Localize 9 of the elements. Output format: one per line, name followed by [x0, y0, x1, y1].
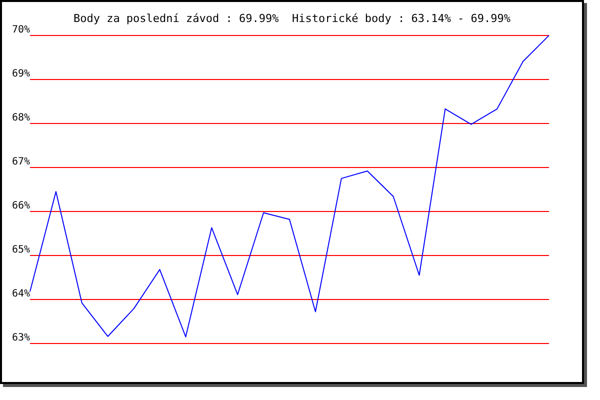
- y-tick-label: 64%: [12, 288, 30, 300]
- y-tick-label: 65%: [12, 244, 30, 256]
- y-tick-label: 66%: [12, 200, 30, 212]
- chart-title: Body za poslední závod : 69.99% Historické body : 63.14% - 69.99%: [73, 12, 511, 25]
- y-tick-label: 67%: [12, 156, 30, 168]
- y-tick-label: 68%: [12, 112, 30, 124]
- y-tick-label: 69%: [12, 68, 30, 80]
- y-tick-label: 63%: [12, 332, 30, 344]
- y-tick-label: 70%: [12, 24, 30, 36]
